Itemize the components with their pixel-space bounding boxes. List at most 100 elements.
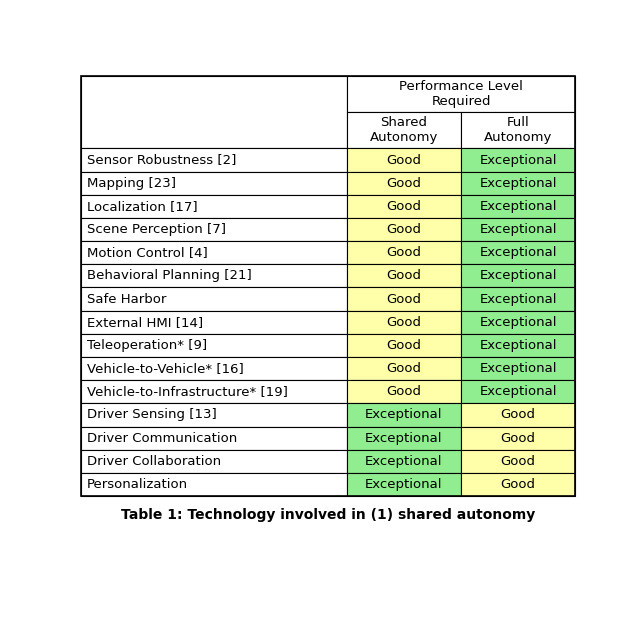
Bar (347, 112, 461, 149)
Text: Good: Good (387, 362, 421, 375)
Bar (461, 473, 575, 496)
Bar (81, 149, 347, 172)
Text: Exceptional: Exceptional (479, 177, 557, 190)
Text: Driver Communication: Driver Communication (87, 431, 237, 445)
Text: Exceptional: Exceptional (479, 223, 557, 236)
Text: Good: Good (387, 270, 421, 282)
Text: Safe Harbor: Safe Harbor (87, 293, 166, 305)
Text: Vehicle-to-Vehicle* [16]: Vehicle-to-Vehicle* [16] (87, 362, 244, 375)
Text: Shared
Autonomy: Shared Autonomy (370, 117, 438, 144)
Bar (461, 172, 575, 195)
Text: Sensor Robustness [2]: Sensor Robustness [2] (87, 154, 236, 167)
Text: Exceptional: Exceptional (479, 246, 557, 259)
Bar (81, 403, 347, 426)
Text: Good: Good (387, 200, 421, 213)
Bar (81, 76, 347, 149)
Bar (347, 265, 461, 287)
Text: Exceptional: Exceptional (365, 408, 443, 421)
Text: Good: Good (387, 339, 421, 352)
Bar (461, 149, 575, 172)
Text: Performance Level
Required: Performance Level Required (399, 80, 523, 108)
Text: Exceptional: Exceptional (479, 339, 557, 352)
Bar (347, 218, 461, 241)
Bar (347, 334, 461, 357)
Bar (347, 403, 461, 426)
Text: Good: Good (500, 478, 536, 491)
Text: Vehicle-to-Infrastructure* [19]: Vehicle-to-Infrastructure* [19] (87, 385, 288, 398)
Bar (81, 380, 347, 403)
Bar (347, 76, 575, 112)
Bar (81, 241, 347, 265)
Text: Good: Good (500, 431, 536, 445)
Text: Exceptional: Exceptional (479, 270, 557, 282)
Bar (347, 149, 461, 172)
Bar (347, 241, 461, 265)
Text: Teleoperation* [9]: Teleoperation* [9] (87, 339, 207, 352)
Bar (347, 195, 461, 218)
Bar (461, 287, 575, 310)
Text: Good: Good (500, 455, 536, 468)
Text: Good: Good (387, 385, 421, 398)
Bar (461, 380, 575, 403)
Bar (461, 241, 575, 265)
Text: Motion Control [4]: Motion Control [4] (87, 246, 208, 259)
Bar (347, 380, 461, 403)
Text: Exceptional: Exceptional (365, 431, 443, 445)
Text: Behavioral Planning [21]: Behavioral Planning [21] (87, 270, 252, 282)
Text: Exceptional: Exceptional (365, 455, 443, 468)
Text: Good: Good (387, 177, 421, 190)
Text: Mapping [23]: Mapping [23] (87, 177, 176, 190)
Text: Driver Collaboration: Driver Collaboration (87, 455, 221, 468)
Text: Exceptional: Exceptional (479, 362, 557, 375)
Bar (461, 426, 575, 450)
Text: Exceptional: Exceptional (479, 154, 557, 167)
Text: Full
Autonomy: Full Autonomy (484, 117, 552, 144)
Text: Exceptional: Exceptional (479, 200, 557, 213)
Bar (461, 450, 575, 473)
Bar (461, 195, 575, 218)
Text: Good: Good (387, 246, 421, 259)
Bar (81, 76, 575, 496)
Bar (347, 310, 461, 334)
Bar (461, 112, 575, 149)
Bar (461, 357, 575, 380)
Text: Localization [17]: Localization [17] (87, 200, 198, 213)
Bar (461, 403, 575, 426)
Text: Good: Good (387, 223, 421, 236)
Text: Exceptional: Exceptional (365, 478, 443, 491)
Bar (81, 172, 347, 195)
Bar (81, 424, 347, 460)
Bar (347, 287, 461, 310)
Bar (347, 357, 461, 380)
Bar (81, 287, 347, 310)
Text: Exceptional: Exceptional (479, 316, 557, 329)
Bar (81, 473, 347, 496)
Bar (347, 426, 461, 450)
Text: Good: Good (500, 408, 536, 421)
Bar (81, 357, 347, 380)
Text: External HMI [14]: External HMI [14] (87, 316, 203, 329)
Bar (347, 172, 461, 195)
Bar (81, 426, 347, 450)
Text: Exceptional: Exceptional (479, 385, 557, 398)
Bar (81, 334, 347, 357)
Bar (81, 310, 347, 334)
Bar (461, 218, 575, 241)
Text: Table 1: Technology involved in (1) shared autonomy: Table 1: Technology involved in (1) shar… (121, 508, 535, 522)
Bar (81, 218, 347, 241)
Bar (461, 334, 575, 357)
Text: Good: Good (387, 293, 421, 305)
Bar (347, 473, 461, 496)
Text: Exceptional: Exceptional (479, 293, 557, 305)
Text: Driver Sensing [13]: Driver Sensing [13] (87, 408, 217, 421)
Bar (347, 450, 461, 473)
Bar (461, 265, 575, 287)
Text: Scene Perception [7]: Scene Perception [7] (87, 223, 226, 236)
Bar (81, 265, 347, 287)
Text: Personalization: Personalization (87, 478, 188, 491)
Bar (81, 450, 347, 473)
Text: Good: Good (387, 316, 421, 329)
Bar (81, 195, 347, 218)
Text: Good: Good (387, 154, 421, 167)
Bar (461, 310, 575, 334)
